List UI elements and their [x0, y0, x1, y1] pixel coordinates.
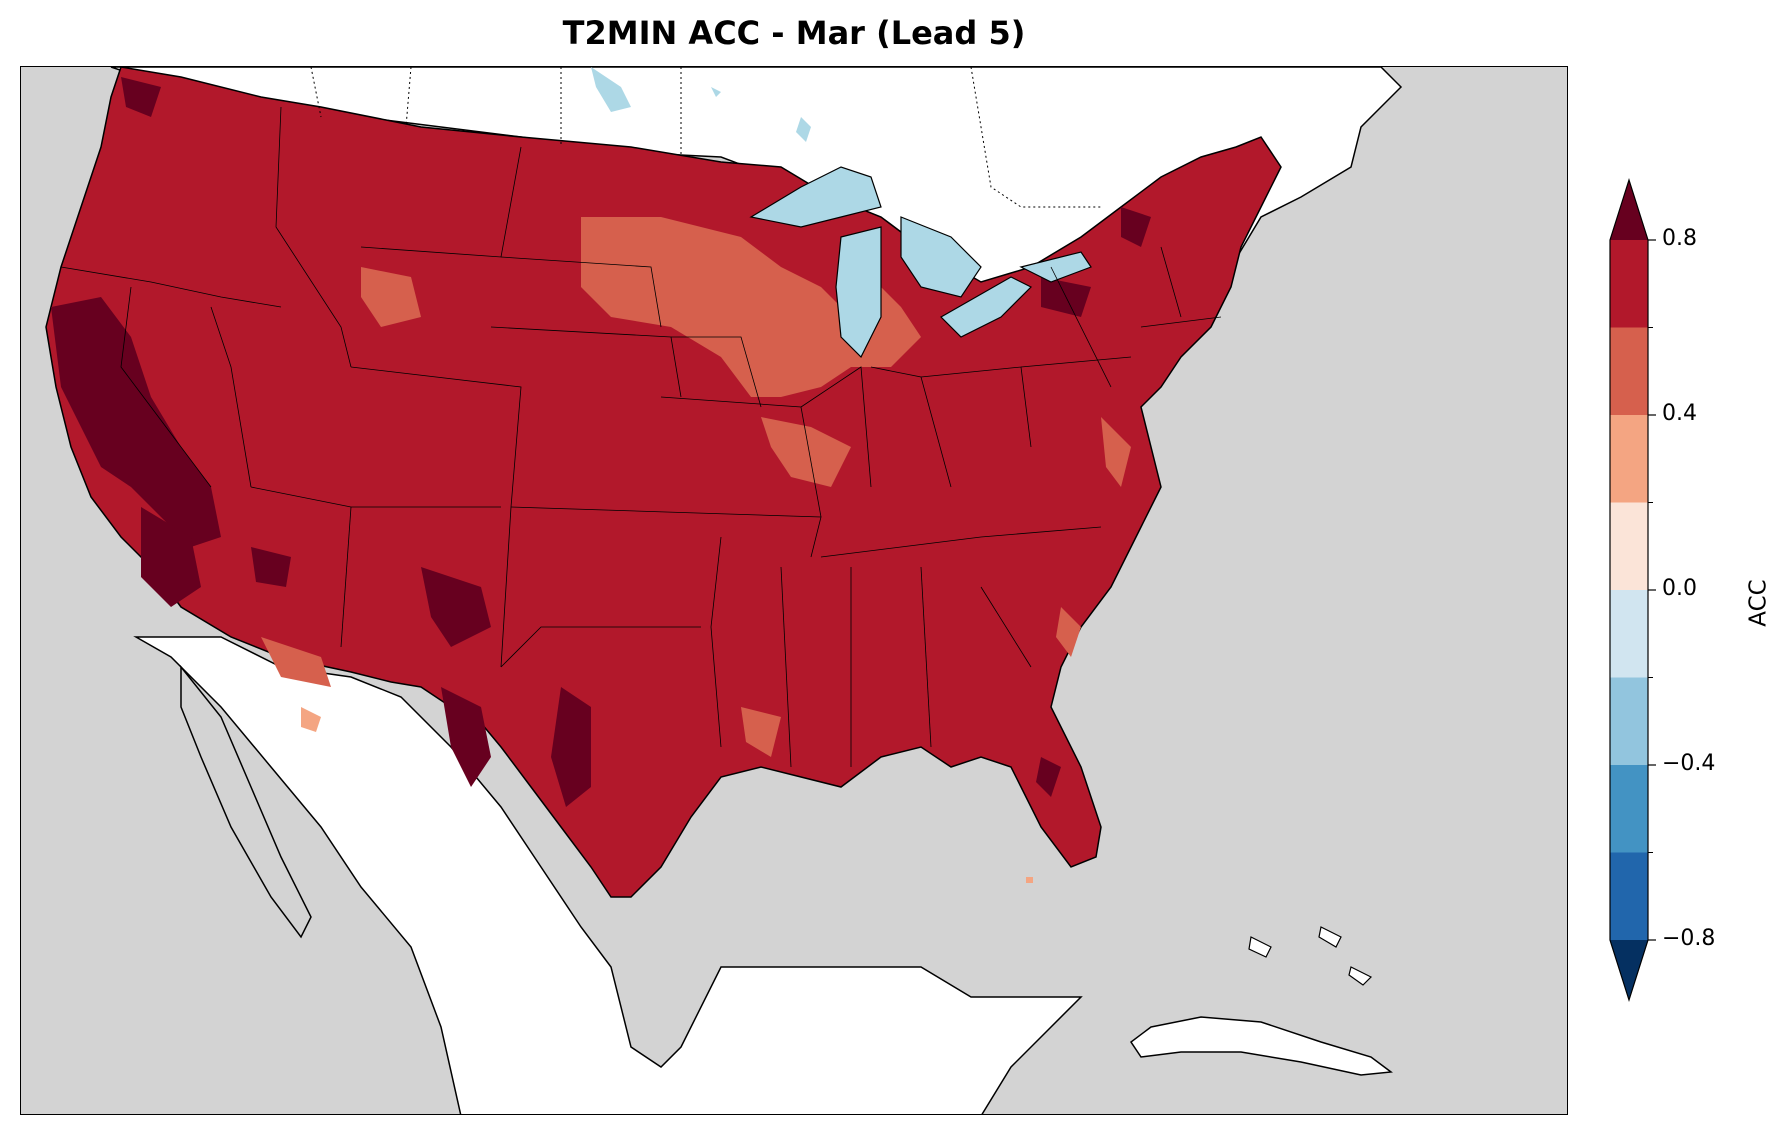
state-boundaries	[60, 106, 1222, 768]
map-canvas	[45, 67, 1403, 1114]
colorbar-tick-label: 0.8	[1662, 226, 1697, 251]
moderate-acc-patches	[261, 217, 1131, 757]
colorbar-segment	[1610, 852, 1648, 940]
colorbar-segment	[1610, 240, 1648, 328]
colorbar-title: ACC	[1745, 579, 1772, 627]
mexico-landmass	[133, 636, 1083, 1114]
colorbar-extend-max	[1610, 180, 1648, 240]
colorbar-tick-label: 0.0	[1662, 576, 1697, 601]
colorbar-svg	[1609, 178, 1656, 1002]
colorbar-extend-min	[1610, 940, 1648, 1000]
gulf-of-california	[180, 664, 312, 939]
colorbar-segment	[1610, 415, 1648, 503]
international-borders	[310, 67, 1101, 208]
colorbar-segment	[1610, 765, 1648, 853]
conus-acc-field	[45, 67, 1282, 898]
colorbar-segments	[1609, 178, 1649, 1002]
colorbar-segment	[1610, 590, 1648, 678]
colorbar-segment	[1610, 677, 1648, 765]
colorbar	[1600, 150, 1680, 1030]
canada-lakes	[591, 67, 811, 142]
cuba-island	[1129, 1016, 1393, 1076]
map-panel	[20, 66, 1568, 1115]
low-acc-patches	[301, 707, 1033, 883]
high-acc-patches	[51, 77, 1151, 807]
colorbar-ticks	[1648, 239, 1656, 941]
colorbar-tick-label: −0.4	[1662, 751, 1716, 776]
colorbar-tick-label: 0.4	[1662, 401, 1697, 426]
colorbar-tick-label: −0.8	[1662, 926, 1716, 951]
great-lakes	[749, 166, 1092, 359]
bahamas-islands	[1248, 926, 1373, 986]
colorbar-segment	[1610, 502, 1648, 590]
map-title: T2MIN ACC - Mar (Lead 5)	[562, 14, 1026, 52]
colorbar-segment	[1610, 327, 1648, 415]
